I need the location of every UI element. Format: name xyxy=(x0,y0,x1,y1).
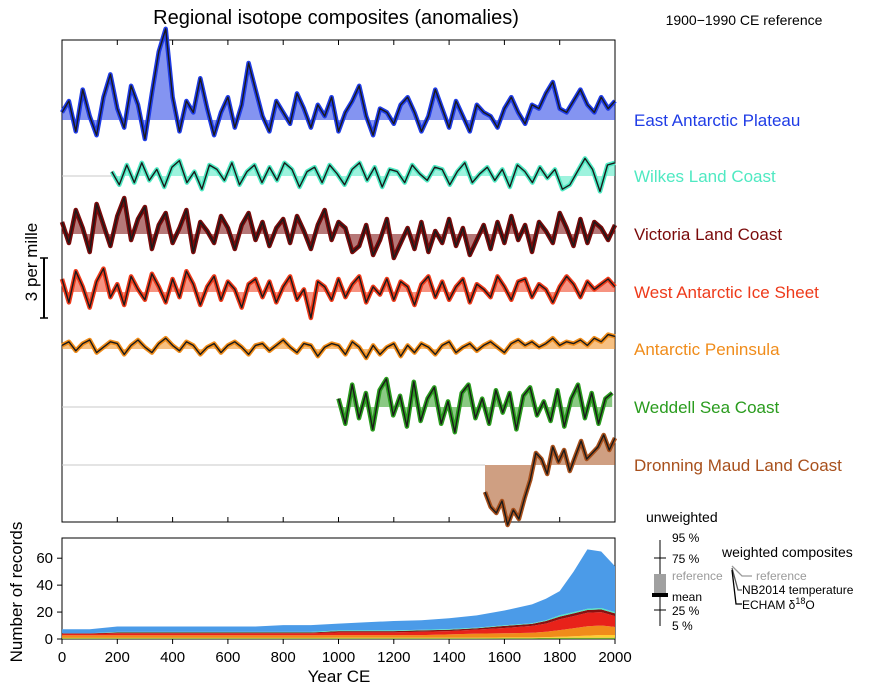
x-tick-label-10: 2000 xyxy=(598,649,631,666)
x-tick-label-8: 1600 xyxy=(488,649,521,666)
x-tick-label-7: 1400 xyxy=(432,649,465,666)
area-layer-6 xyxy=(62,549,615,634)
x-tick-label-4: 800 xyxy=(271,649,296,666)
series-label-1: Wilkes Land Coast xyxy=(634,167,776,186)
legend-q25: 25 % xyxy=(672,604,700,618)
quantile-legend: unweighted 95 % 75 % reference mean 25 %… xyxy=(646,509,854,633)
series-label-0: East Antarctic Plateau xyxy=(634,111,800,130)
legend-echam: ECHAM δ18O xyxy=(742,596,815,612)
series-label-6: Dronning Maud Land Coast xyxy=(634,456,842,475)
legend-mean: mean xyxy=(672,590,702,604)
y-tick-label-2: 40 xyxy=(36,577,53,594)
legend-q95: 95 % xyxy=(672,531,700,545)
series-label-3: West Antarctic Ice Sheet xyxy=(634,283,819,302)
legend-unweighted: unweighted xyxy=(646,509,718,525)
series-label-4: Antarctic Peninsula xyxy=(634,340,780,359)
scale-bar-label: 3 per mille xyxy=(22,223,41,301)
x-tick-label-1: 200 xyxy=(105,649,130,666)
reference-note: 1900−1990 CE reference xyxy=(666,12,823,28)
x-tick-label-9: 1800 xyxy=(543,649,576,666)
legend-weighted-heading: weighted composites xyxy=(721,544,853,560)
series-label-5: Weddell Sea Coast xyxy=(634,398,779,417)
legend-q75: 75 % xyxy=(672,552,700,566)
legend-weighted-reference: reference xyxy=(756,569,807,583)
legend-q5: 5 % xyxy=(672,619,693,633)
legend-nb2014: NB2014 temperature xyxy=(742,583,854,597)
area-layer-1 xyxy=(62,635,615,639)
x-tick-label-0: 0 xyxy=(58,649,66,666)
y-tick-label-1: 20 xyxy=(36,604,53,621)
series-halo-3 xyxy=(59,266,617,321)
legend-reference-box xyxy=(654,574,666,596)
bottom-axes-ticks: 0 200 400 600 800 1000 1200 1400 1600 1800 2000 0 20… xyxy=(36,550,631,666)
composite-baselines xyxy=(62,175,486,466)
series-labels: East Antarctic Plateau Wilkes Land Coast V… xyxy=(634,111,842,475)
series-line-0 xyxy=(61,28,616,140)
area-layer-0 xyxy=(62,637,615,639)
composite-series xyxy=(59,26,618,528)
series-line-6 xyxy=(484,434,616,526)
series-band-6 xyxy=(485,435,615,525)
legend-echam-main: ECHAM δ xyxy=(742,598,796,612)
legend-reference: reference xyxy=(672,569,723,583)
series-line-1 xyxy=(111,157,616,193)
top-x-ticks xyxy=(61,40,616,522)
record-count-areas xyxy=(62,549,615,639)
series-line-2 xyxy=(61,197,616,259)
x-tick-label-2: 400 xyxy=(160,649,185,666)
series-line-4 xyxy=(61,333,616,359)
series-label-2: Victoria Land Coast xyxy=(634,225,782,244)
legend-nb2014-line xyxy=(731,567,742,591)
y-axis-label: Number of records xyxy=(7,522,26,663)
x-tick-label-3: 600 xyxy=(215,649,240,666)
legend-echam-tail: O xyxy=(805,598,814,612)
legend-echam-sup: 18 xyxy=(795,596,805,606)
chart-title: Regional isotope composites (anomalies) xyxy=(153,7,519,29)
x-tick-label-6: 1200 xyxy=(377,649,410,666)
series-line-5 xyxy=(337,378,613,433)
y-tick-label-0: 0 xyxy=(45,631,53,648)
x-axis-label: Year CE xyxy=(308,667,371,686)
y-tick-label-3: 60 xyxy=(36,550,53,567)
area-layer-2 xyxy=(62,625,615,638)
legend-echam-line xyxy=(731,569,742,605)
legend-mean-bar xyxy=(652,593,668,597)
series-line-3 xyxy=(61,267,616,319)
x-tick-label-5: 1000 xyxy=(322,649,355,666)
legend-weighted-ref-line xyxy=(731,565,752,577)
